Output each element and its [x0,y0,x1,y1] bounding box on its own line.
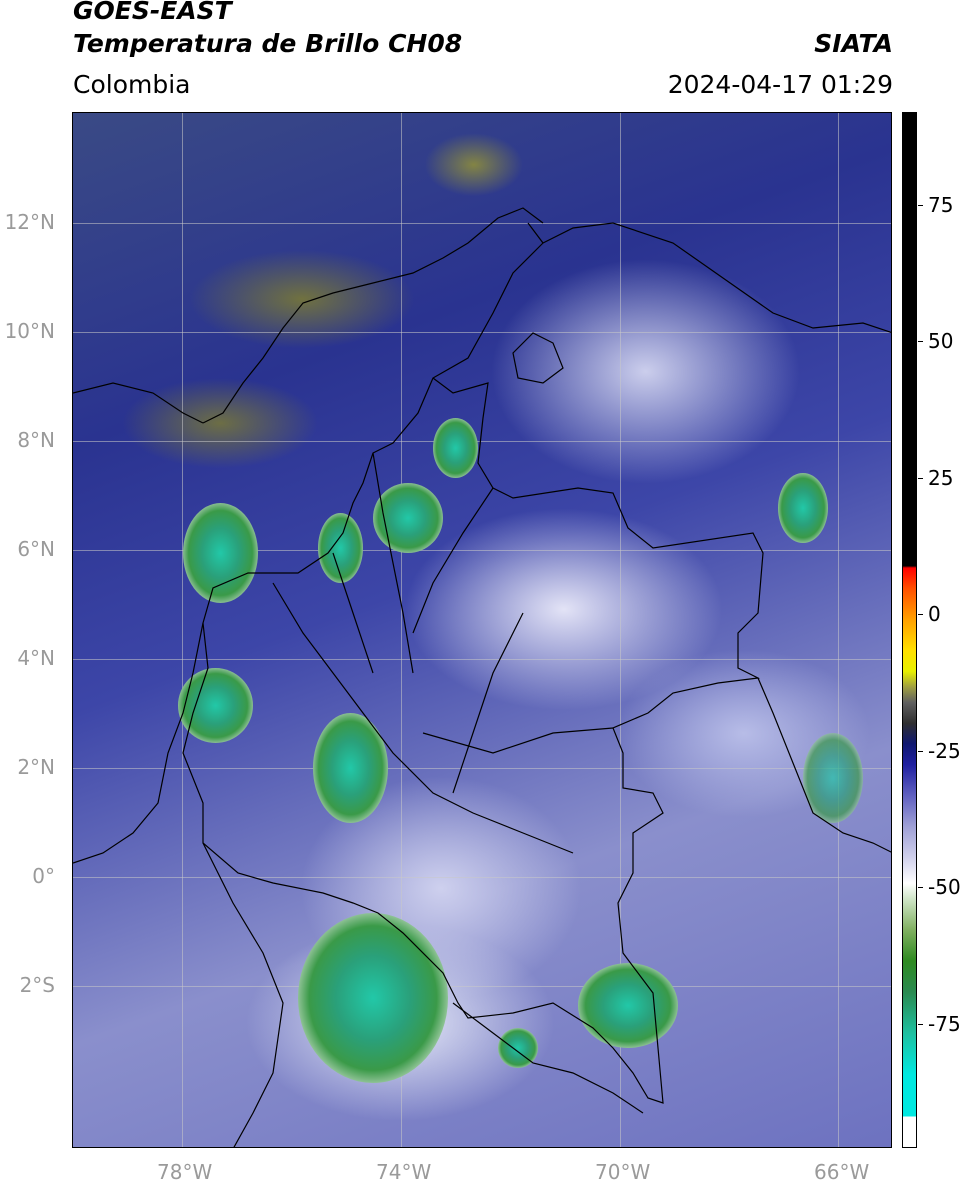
venezuela-coast [542,222,891,333]
colorbar-label: 0 [928,602,941,626]
gridline-12n [73,223,891,224]
lon-label: 70°W [595,1160,651,1184]
lat-label: 2°N [17,755,55,779]
region-label: Colombia [73,70,191,99]
gridline-78w [182,113,183,1147]
satellite-map[interactable] [72,112,892,1148]
convective-cell [183,503,258,603]
convective-cell [778,473,828,543]
caribbean-coast [202,207,544,424]
colorbar-label: 25 [928,466,954,490]
colorbar-tick [918,887,923,888]
gridline-66w [838,113,839,1147]
colombia-border [182,222,764,1104]
lon-label: 74°W [376,1160,432,1184]
gridline-2s [73,986,891,987]
lat-label: 6°N [17,537,55,561]
lat-label: 2°S [19,973,55,997]
gridline-6n [73,550,891,551]
lat-label: 10°N [4,319,55,343]
lon-label: 78°W [157,1160,213,1184]
colorbar-tick [918,1024,923,1025]
lon-label: 66°W [814,1160,870,1184]
ecuador-peru-border [202,842,284,1147]
convective-cell [318,513,363,583]
colorbar [902,112,917,1148]
gridline-74w [401,113,402,1147]
colorbar-tick [918,205,923,206]
convective-cell [313,713,388,823]
convective-cell [433,418,478,478]
boundaries-layer [73,207,891,1147]
gridline-0 [73,877,891,878]
lat-label: 8°N [17,428,55,452]
colorbar-label: -25 [928,739,961,763]
colorbar-label: -50 [928,875,961,899]
peru-brazil-border [452,1002,644,1114]
gridline-8n [73,441,891,442]
gridline-70w [620,113,621,1147]
colorbar-tick [918,478,923,479]
gridline-2n [73,768,891,769]
brazil-venezuela-border [757,677,891,853]
lat-label: 4°N [17,646,55,670]
lat-label: 12°N [4,210,55,234]
convective-cell [178,668,253,743]
title-satellite: GOES-EAST [73,0,232,25]
colorbar-label: 75 [928,193,954,217]
lat-label: 0° [32,864,55,888]
convective-cell [578,963,678,1048]
panama-coast [73,382,204,424]
gridline-4n [73,659,891,660]
internal-divisions [272,452,614,854]
maracaibo-lake [512,332,564,384]
convective-cell [298,913,448,1083]
colorbar-label: 50 [928,329,954,353]
colorbar-tick [918,341,923,342]
pacific-coast [73,622,204,864]
colorbar-tick [918,751,923,752]
colorbar-label: -75 [928,1012,961,1036]
org-label: SIATA [814,29,893,58]
convective-cell [373,483,443,553]
title-product: Temperatura de Brillo CH08 [73,29,463,58]
convective-cell [803,733,863,823]
colorbar-tick [918,614,923,615]
datetime-label: 2024-04-17 01:29 [667,70,893,99]
